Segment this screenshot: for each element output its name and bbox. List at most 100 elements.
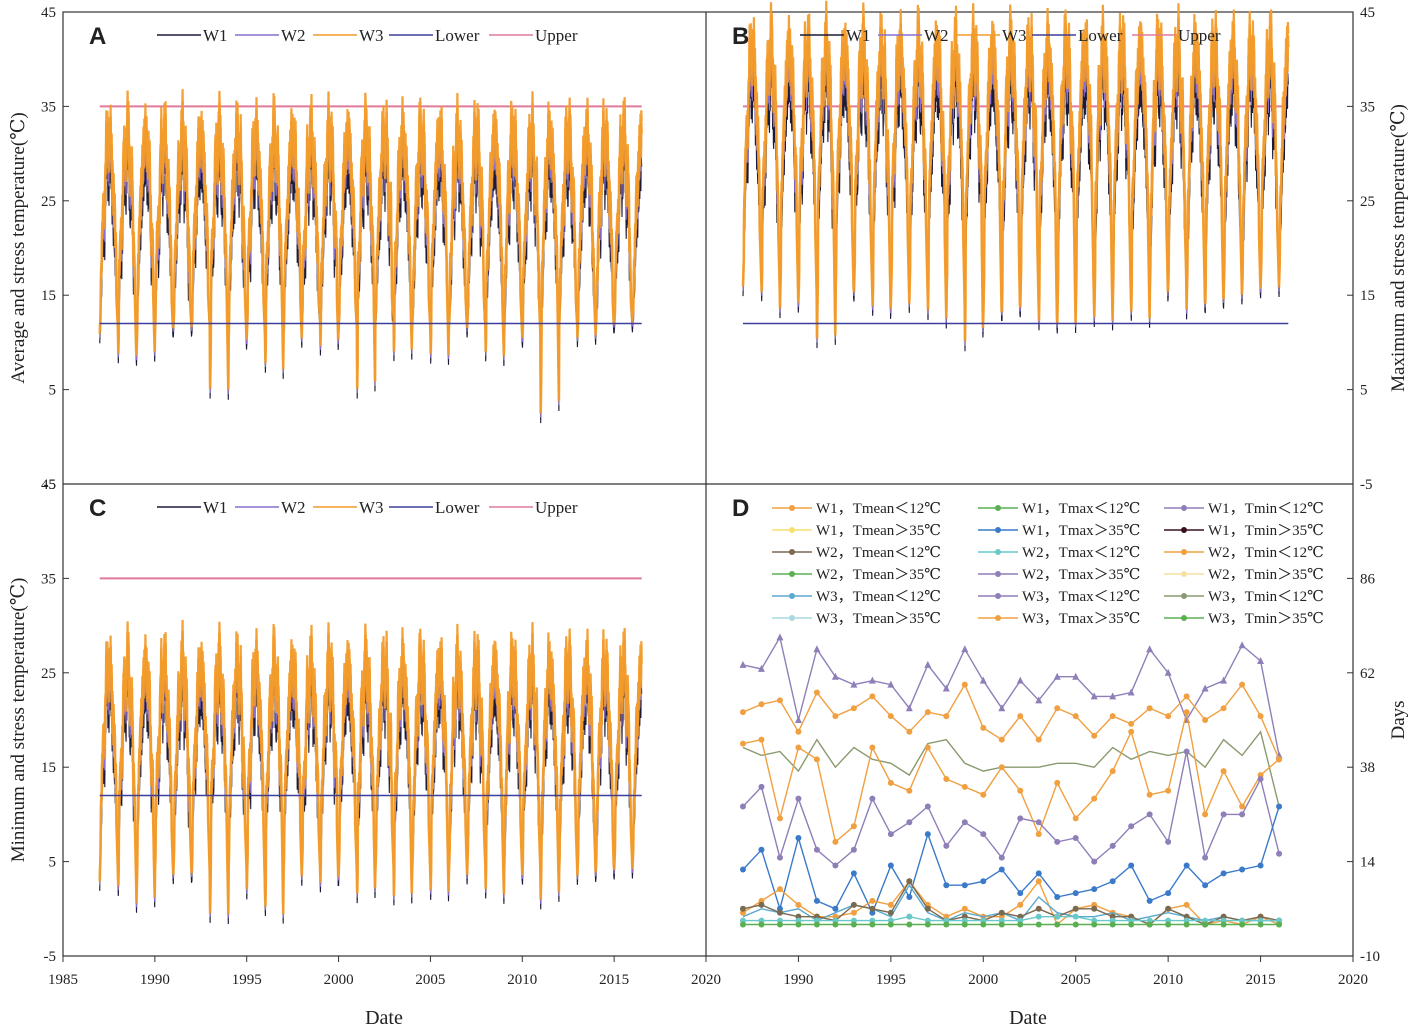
legend-label: W1，Tmean＞35℃ [816, 523, 941, 539]
series-point [1054, 779, 1061, 786]
series-point [1276, 921, 1283, 928]
y-tick-label: 86 [1360, 571, 1376, 587]
series-point [887, 713, 894, 720]
x-tick-label-left: 2020 [691, 972, 721, 988]
series-point [924, 709, 931, 716]
series-point [1054, 921, 1061, 928]
axes: 1985 1990 1995 2000 2005 2010 2015 2020 1990 1995… [48, 956, 1368, 988]
legend-marker [789, 571, 795, 577]
y-tick-label: 35 [41, 99, 56, 115]
legend-marker [1181, 505, 1187, 511]
series-w3-overlay [741, 14, 1290, 342]
series-point [831, 672, 839, 680]
series-point [943, 713, 950, 720]
y-axis-label: Days [1388, 700, 1409, 739]
series-point [998, 764, 1005, 771]
x-tick-label-left: 1985 [48, 972, 78, 988]
series-point [961, 819, 968, 826]
series-line [742, 635, 1280, 756]
series-point [1257, 862, 1264, 869]
legend-label: W3，Tmin＜12℃ [1208, 589, 1324, 605]
legend-label: Lower [435, 498, 480, 517]
series-point [1072, 905, 1079, 912]
series-point [813, 846, 820, 853]
series-point [1183, 748, 1190, 755]
series-point [795, 744, 802, 751]
series-point [924, 905, 931, 912]
series-point [887, 909, 894, 916]
series-line [742, 730, 1280, 807]
series-line [742, 683, 1280, 760]
series-line [742, 806, 1280, 915]
series-point [1109, 713, 1116, 720]
series-point [980, 878, 987, 885]
series-point [905, 704, 913, 712]
series-point [1017, 787, 1024, 794]
y-tick-label: 25 [41, 194, 56, 210]
series-point [998, 909, 1005, 916]
y-axis-label: Average and stress temperature(℃) [8, 112, 29, 383]
legend-label: W3，Tmin＞35℃ [1208, 611, 1324, 627]
legend-label: W3，Tmean＞35℃ [816, 611, 941, 627]
series-point [1072, 913, 1079, 920]
y-tick-label: -5 [44, 477, 57, 493]
series-point [758, 846, 765, 853]
series-point [1183, 921, 1190, 928]
panel-letter: D [732, 495, 749, 522]
legend-label: W2 [281, 498, 306, 517]
x-tick-label-left: 1990 [140, 972, 170, 988]
series-point [961, 645, 969, 653]
x-tick-label-right: 2005 [1061, 972, 1091, 988]
legend-label: W2，Tmin＞35℃ [1208, 567, 1324, 583]
legend-marker [995, 615, 1001, 621]
series-point [924, 831, 931, 838]
series-point [887, 831, 894, 838]
x-tick-label-left: 2010 [507, 972, 537, 988]
series-point [906, 894, 913, 900]
series-point [869, 905, 876, 912]
series-point [1072, 672, 1080, 680]
series-point [758, 783, 765, 790]
y-tick-label: 15 [1360, 288, 1375, 304]
series-point [887, 862, 894, 869]
y-tick-label: 5 [1360, 383, 1368, 399]
legend-marker [789, 593, 795, 599]
series-point [998, 854, 1005, 861]
series-point [998, 866, 1005, 873]
series-point [1035, 819, 1042, 826]
series-point [832, 905, 839, 912]
y-tick-label: 14 [1360, 855, 1376, 871]
series-point [776, 815, 783, 822]
series-point [980, 791, 987, 798]
legend-label: W3，Tmax＜12℃ [1022, 589, 1140, 605]
series-point [1072, 835, 1079, 841]
panel-a: -5 5 15 25 35 45 Average and stress temperatur… [8, 5, 643, 493]
legend-label: W1，Tmin＞35℃ [1208, 523, 1324, 539]
series-point [1054, 913, 1061, 920]
series-point [906, 819, 913, 826]
series-point [758, 736, 765, 743]
series-point [1146, 645, 1154, 653]
x-axis-label-right: Date [1009, 1007, 1047, 1028]
legend-label: W1 [203, 498, 228, 517]
series-point [1128, 720, 1135, 727]
series-point [906, 878, 913, 885]
series-point [1072, 713, 1079, 720]
series-point [1035, 736, 1042, 743]
legend-marker [789, 549, 795, 555]
series-point [757, 664, 765, 672]
series-point [924, 660, 932, 668]
series-point [850, 823, 857, 830]
series-point [795, 728, 802, 735]
y-axis-label: Minimum and stress temperature(℃) [8, 578, 29, 863]
y-tick-label: 35 [1360, 99, 1375, 115]
legend-marker [1181, 615, 1187, 621]
legend-marker [789, 505, 795, 511]
series-point [1276, 756, 1283, 763]
series-point [1054, 894, 1061, 900]
series-point [1165, 905, 1172, 912]
series-point [1127, 688, 1135, 696]
series-point [998, 736, 1005, 743]
series-point [961, 882, 968, 889]
legend-label: W3 [359, 26, 384, 45]
